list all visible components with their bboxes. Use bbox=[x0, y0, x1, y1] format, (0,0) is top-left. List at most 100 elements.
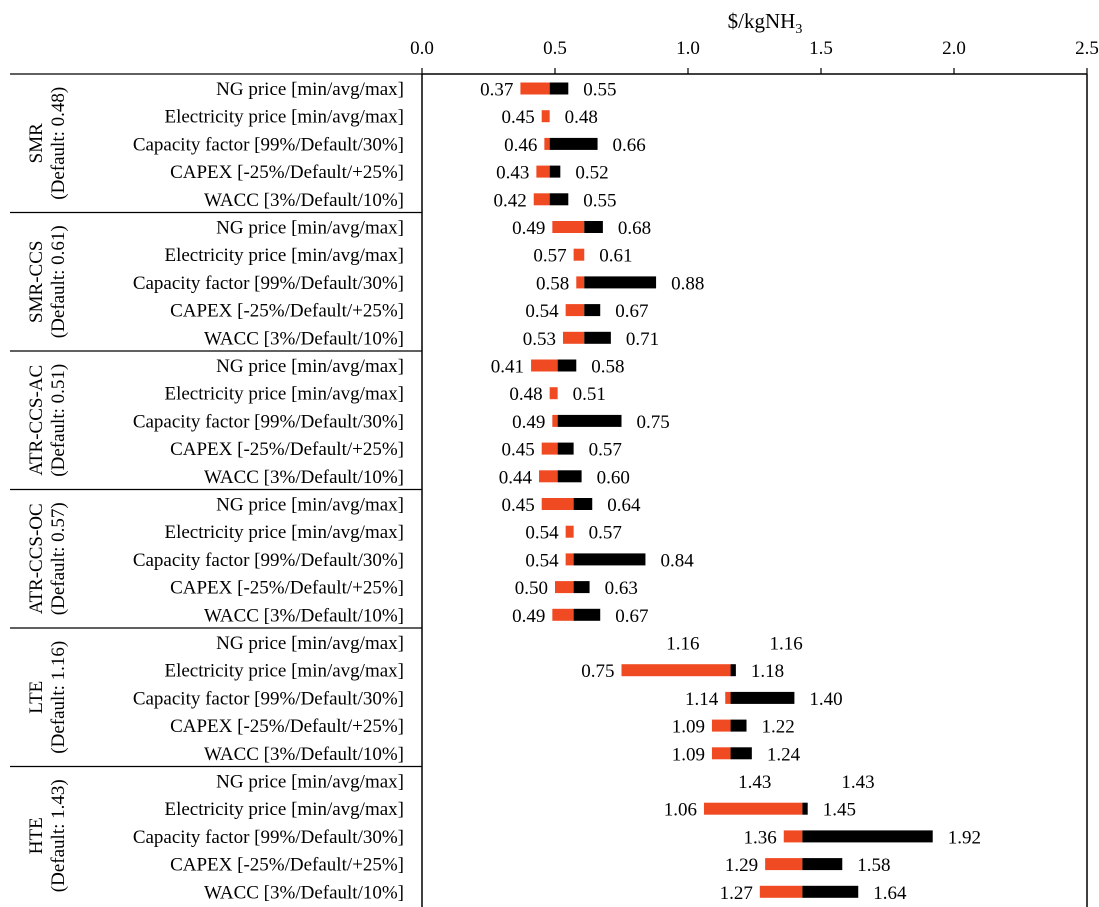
bar-high-side bbox=[549, 193, 569, 206]
bar-high-side bbox=[802, 802, 808, 815]
parameter-rows: NG price [min/avg/max] Electricity price … bbox=[133, 79, 404, 903]
bar-low-side bbox=[759, 885, 803, 898]
x-tick-label: 0.0 bbox=[410, 38, 434, 59]
value-label-high: 1.92 bbox=[948, 827, 981, 848]
value-label-low: 0.75 bbox=[581, 661, 614, 682]
bar-low-side bbox=[539, 470, 558, 483]
value-label-high: 0.66 bbox=[613, 135, 646, 156]
value-label-low: 0.48 bbox=[509, 384, 542, 405]
bar-low-side bbox=[541, 442, 558, 455]
value-label-low: 0.42 bbox=[493, 190, 526, 211]
parameter-label: WACC [3%/Default/10%] bbox=[204, 744, 404, 765]
x-tick-label: 2.0 bbox=[942, 38, 966, 59]
value-label-low: 0.54 bbox=[525, 523, 559, 544]
bar-low-side bbox=[549, 387, 558, 400]
value-label-high: 1.58 bbox=[857, 855, 890, 876]
value-label-high: 0.60 bbox=[597, 467, 630, 488]
bar-high-side bbox=[730, 664, 736, 677]
value-label-low: 1.43 bbox=[738, 772, 771, 793]
value-label-high: 1.18 bbox=[751, 661, 784, 682]
value-label-low: 1.14 bbox=[685, 689, 719, 710]
parameter-label: WACC [3%/Default/10%] bbox=[204, 467, 404, 488]
parameter-label: NG price [min/avg/max] bbox=[216, 218, 404, 239]
group-name: LTE bbox=[26, 681, 47, 714]
group-name: ATR-CCS-OC bbox=[26, 503, 47, 614]
group-default: (Default: 1.43) bbox=[48, 779, 69, 892]
value-label-low: 0.54 bbox=[525, 550, 559, 571]
parameter-label: Electricity price [min/avg/max] bbox=[164, 107, 404, 128]
parameter-label: Capacity factor [99%/Default/30%] bbox=[133, 550, 404, 571]
bar-low-side bbox=[711, 719, 731, 732]
value-label-low: 1.29 bbox=[725, 855, 758, 876]
value-label-low: 1.09 bbox=[672, 717, 705, 738]
bar-high-side bbox=[584, 221, 603, 233]
bar-low-side bbox=[520, 82, 550, 95]
bar-low-side bbox=[536, 165, 550, 178]
value-label-high: 0.64 bbox=[607, 495, 641, 516]
parameter-label: CAPEX [-25%/Default/+25%] bbox=[170, 855, 404, 876]
x-axis-title: $/kgNH3 bbox=[728, 9, 803, 37]
bar-high-side bbox=[549, 137, 598, 150]
group-default: (Default: 0.61) bbox=[48, 225, 69, 338]
value-label-high: 0.61 bbox=[599, 246, 632, 267]
group-default: (Default: 0.48) bbox=[48, 87, 69, 200]
bar-low-side bbox=[541, 498, 574, 510]
bar-high-side bbox=[802, 858, 843, 871]
value-label-high: 0.52 bbox=[575, 163, 608, 184]
bar-high-side bbox=[557, 359, 577, 372]
bar-high-side bbox=[802, 885, 859, 898]
bar-high-side bbox=[730, 719, 747, 732]
value-label-low: 0.44 bbox=[499, 467, 533, 488]
bar-high-side bbox=[549, 82, 569, 95]
value-label-low: 0.45 bbox=[501, 495, 534, 516]
group-name: SMR bbox=[26, 123, 47, 163]
value-label-high: 0.55 bbox=[583, 190, 616, 211]
parameter-label: Capacity factor [99%/Default/30%] bbox=[133, 411, 404, 432]
value-label-low: 0.45 bbox=[501, 107, 534, 128]
bar-low-side bbox=[576, 276, 585, 289]
parameter-label: NG price [min/avg/max] bbox=[216, 356, 404, 377]
parameter-label: CAPEX [-25%/Default/+25%] bbox=[170, 716, 404, 737]
bar-high-side bbox=[584, 331, 611, 344]
group-label: HTE(Default: 1.43) bbox=[26, 779, 69, 892]
parameter-label: NG price [min/avg/max] bbox=[216, 772, 404, 793]
bar-high-side bbox=[557, 470, 582, 483]
value-label-high: 0.71 bbox=[626, 329, 659, 350]
bar-low-side bbox=[555, 581, 574, 594]
group-label: ATR-CCS-OC(Default: 0.57) bbox=[26, 502, 69, 615]
bar-low-side bbox=[552, 608, 574, 621]
parameter-label: WACC [3%/Default/10%] bbox=[204, 328, 404, 349]
value-label-low: 0.46 bbox=[504, 135, 537, 156]
parameter-label: Capacity factor [99%/Default/30%] bbox=[133, 273, 404, 294]
bar-low-side bbox=[531, 359, 558, 372]
value-label-high: 1.43 bbox=[841, 772, 874, 793]
bar-low-side bbox=[765, 858, 803, 871]
bar-high-side bbox=[573, 608, 601, 621]
bar-high-side bbox=[802, 830, 933, 843]
bar-high-side bbox=[730, 747, 752, 760]
parameter-label: CAPEX [-25%/Default/+25%] bbox=[170, 162, 404, 183]
bar-low-side bbox=[552, 414, 558, 427]
value-label-low: 0.49 bbox=[512, 412, 545, 433]
x-tick-label: 2.5 bbox=[1075, 38, 1099, 59]
bar-low-side bbox=[562, 331, 585, 344]
value-label-high: 0.57 bbox=[589, 440, 622, 461]
group-default: (Default: 0.51) bbox=[48, 364, 69, 477]
value-label-high: 0.58 bbox=[591, 357, 624, 378]
bar-low-side bbox=[783, 830, 803, 843]
value-label-high: 0.67 bbox=[615, 301, 648, 322]
value-label-high: 0.57 bbox=[589, 523, 622, 544]
value-label-high: 1.40 bbox=[809, 689, 842, 710]
bar-low-side bbox=[544, 137, 550, 150]
group-label: ATR-CCS-AC(Default: 0.51) bbox=[26, 364, 69, 477]
parameter-label: Electricity price [min/avg/max] bbox=[164, 245, 404, 266]
value-label-low: 0.50 bbox=[515, 578, 548, 599]
parameter-label: WACC [3%/Default/10%] bbox=[204, 605, 404, 626]
value-label-low: 0.41 bbox=[491, 357, 524, 378]
value-label-low: 0.58 bbox=[536, 273, 569, 294]
bar-low-side bbox=[541, 110, 550, 123]
group-default: (Default: 1.16) bbox=[48, 641, 69, 754]
bar-low-side bbox=[565, 304, 585, 317]
value-label-low: 0.53 bbox=[523, 329, 556, 350]
